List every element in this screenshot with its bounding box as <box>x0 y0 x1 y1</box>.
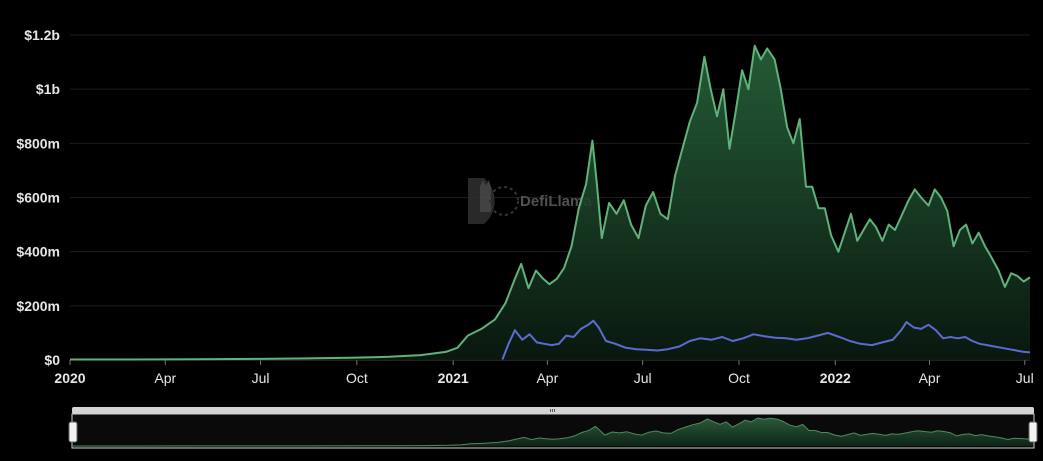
y-tick-label: $1b <box>36 81 60 97</box>
x-tick-label: 2021 <box>438 370 469 386</box>
x-tick-label: Jul <box>252 370 270 386</box>
llama-logo-icon <box>468 178 519 224</box>
y-tick-label: $800m <box>16 135 60 151</box>
y-tick-label: $1.2b <box>24 27 60 43</box>
x-tick-label: Apr <box>919 370 941 386</box>
range-slider[interactable] <box>68 407 1038 449</box>
watermark: DefiLlama <box>468 178 592 224</box>
slider-overview-series <box>73 417 1034 447</box>
x-axis-ticks: 2020 Apr Jul Oct 2021 Apr Jul Oct 2022 Apr Jul <box>54 359 1034 386</box>
y-tick-label: $600m <box>16 190 60 206</box>
x-tick-label: Jul <box>1016 370 1034 386</box>
y-tick-label: $200m <box>16 298 60 314</box>
series-0-line <box>70 44 1031 361</box>
x-tick-label: Oct <box>728 370 750 386</box>
series-0-area <box>70 45 1030 361</box>
x-tick-label: 2020 <box>54 370 85 386</box>
series-group <box>70 44 1031 361</box>
watermark-text: DefiLlama <box>520 193 592 210</box>
x-tick-label: Jul <box>634 370 652 386</box>
x-tick-label: Oct <box>346 370 368 386</box>
x-tick-label: 2022 <box>820 370 851 386</box>
slider-right-handle[interactable] <box>1028 421 1038 443</box>
series-1-line <box>501 319 1031 360</box>
y-tick-label: $0 <box>44 352 60 368</box>
slider-left-handle[interactable] <box>68 421 78 443</box>
slider-grip-icon[interactable] <box>550 409 555 412</box>
overview-area <box>73 418 1033 446</box>
y-tick-label: $400m <box>16 244 60 260</box>
x-tick-label: Apr <box>536 370 558 386</box>
y-axis-ticks: $0 $200m $400m $600m $800m $1b $1.2b <box>16 27 60 368</box>
overview-line <box>73 417 1034 447</box>
x-tick-label: Apr <box>154 370 176 386</box>
